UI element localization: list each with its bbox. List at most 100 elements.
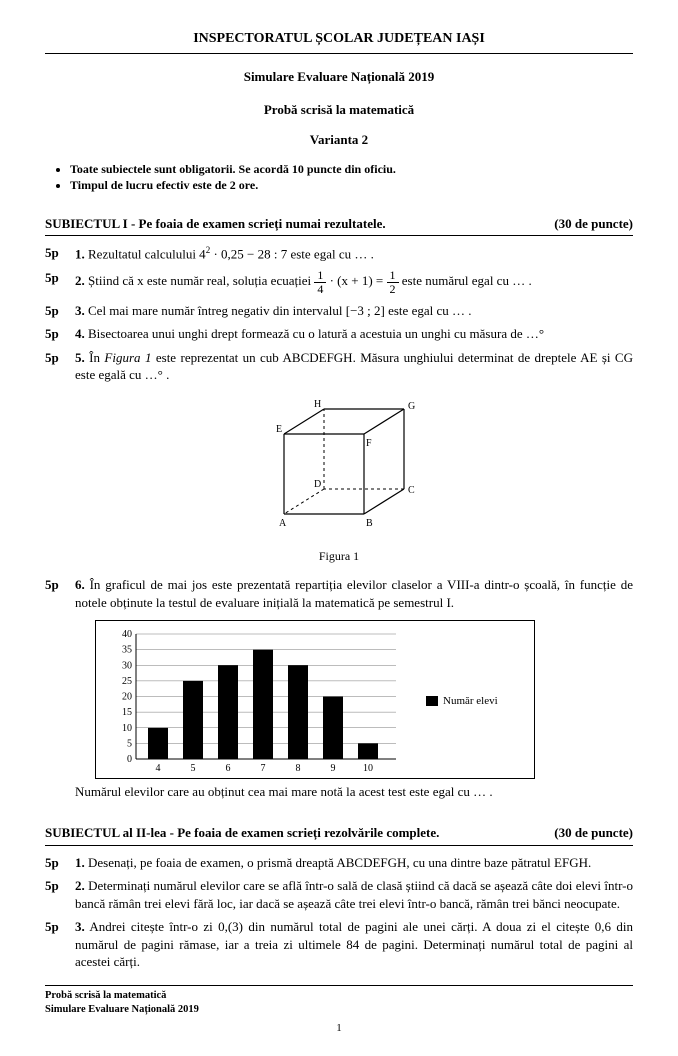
svg-text:10: 10 (363, 763, 373, 774)
question-points: 5p (45, 877, 75, 895)
section-rule (45, 845, 633, 846)
figure-ref: Figura 1 (104, 350, 151, 365)
question-text: este numărul egal cu … . (402, 273, 532, 288)
cube-label-f: F (366, 438, 372, 449)
question-row: 5p 3. Cel mai mare număr întreg negativ … (45, 302, 633, 320)
figure-caption: Figura 1 (45, 548, 633, 564)
exam-name: Simulare Evaluare Națională 2019 (45, 68, 633, 86)
section1-header: SUBIECTUL I - Pe foaia de examen scrieți… (45, 215, 633, 233)
cube-label-a: A (279, 518, 287, 529)
instruction-item: Toate subiectele sunt obligatorii. Se ac… (70, 161, 633, 177)
instructions-list: Toate subiectele sunt obligatorii. Se ac… (55, 161, 633, 193)
question-text: · 0,25 − 28 : 7 este egal cu … . (210, 247, 374, 262)
svg-text:5: 5 (191, 763, 196, 774)
section2-title: SUBIECTUL al II-lea - Pe foaia de examen… (45, 824, 439, 842)
question-points: 5p (45, 244, 75, 262)
svg-text:15: 15 (122, 707, 132, 718)
svg-text:4: 4 (156, 763, 161, 774)
cube-svg: A B C D E F G H (254, 394, 424, 534)
question-row: 5p 2. Determinați numărul elevilor care … (45, 877, 633, 912)
question-text: Rezultatul calculului 4 (88, 247, 206, 262)
svg-text:30: 30 (122, 660, 132, 671)
institution-title: INSPECTORATUL ȘCOLAR JUDEȚEAN IAȘI (45, 30, 633, 49)
question-body: 2. Determinați numărul elevilor care se … (75, 877, 633, 912)
section2-header: SUBIECTUL al II-lea - Pe foaia de examen… (45, 824, 633, 842)
svg-text:7: 7 (261, 763, 266, 774)
question-points: 5p (45, 302, 75, 320)
question-points: 5p (45, 269, 75, 287)
question-row: 5p 3. Andrei citește într-o zi 0,(3) din… (45, 918, 633, 971)
question-number: 3. (75, 303, 85, 318)
instruction-item: Timpul de lucru efectiv este de 2 ore. (70, 177, 633, 193)
cube-label-h: H (314, 399, 321, 410)
question-number: 4. (75, 326, 85, 341)
svg-text:0: 0 (127, 754, 132, 765)
svg-text:6: 6 (226, 763, 231, 774)
cube-label-g: G (408, 401, 415, 412)
question-row: 5p 1. Desenați, pe foaia de examen, o pr… (45, 854, 633, 872)
section2-points: (30 de puncte) (554, 824, 633, 842)
cube-label-b: B (366, 518, 373, 529)
fraction: 14 (314, 269, 326, 295)
question-points: 5p (45, 918, 75, 936)
question-body: 2. Știind că x este număr real, soluția … (75, 269, 633, 295)
footer-line1: Probă scrisă la matematică (45, 989, 633, 1003)
svg-text:10: 10 (122, 722, 132, 733)
question-text: Determinați numărul elevilor care se afl… (75, 878, 633, 911)
question-row: 5p 5. În Figura 1 este reprezentat un cu… (45, 349, 633, 384)
question-row: 5p 6. În graficul de mai jos este prezen… (45, 576, 633, 611)
svg-text:25: 25 (122, 675, 132, 686)
question-body: 4. Bisectoarea unui unghi drept formează… (75, 325, 633, 343)
question-text: Cel mai mare număr întreg negativ din in… (88, 303, 472, 318)
svg-text:8: 8 (296, 763, 301, 774)
legend-swatch (426, 696, 438, 706)
question-number: 2. (75, 273, 85, 288)
section1-title: SUBIECTUL I - Pe foaia de examen scrieți… (45, 215, 386, 233)
numerator: 1 (387, 269, 399, 283)
question-text: Bisectoarea unui unghi drept formează cu… (88, 326, 544, 341)
question-body: 5. În Figura 1 este reprezentat un cub A… (75, 349, 633, 384)
question-points: 5p (45, 854, 75, 872)
question-text: Desenați, pe foaia de examen, o prismă d… (88, 855, 591, 870)
chart-legend: Număr elevi (426, 694, 498, 709)
numerator: 1 (314, 269, 326, 283)
cube-label-c: C (408, 485, 415, 496)
question-body: 1. Desenați, pe foaia de examen, o prism… (75, 854, 633, 872)
bar-chart-svg: 051015202530354045678910 (104, 629, 414, 774)
page-number: 1 (45, 1021, 633, 1036)
question-row: 5p 1. Rezultatul calculului 42 · 0,25 − … (45, 244, 633, 263)
footer-rule (45, 985, 633, 986)
section1-points: (30 de puncte) (554, 215, 633, 233)
section-rule (45, 235, 633, 236)
question-points: 5p (45, 325, 75, 343)
fraction: 12 (387, 269, 399, 295)
denominator: 4 (314, 283, 326, 296)
svg-text:5: 5 (127, 738, 132, 749)
question-number: 3. (75, 919, 85, 934)
question-body: 3. Andrei citește într-o zi 0,(3) din nu… (75, 918, 633, 971)
denominator: 2 (387, 283, 399, 296)
header-rule (45, 53, 633, 54)
question-text: Știind că x este număr real, soluția ecu… (88, 273, 314, 288)
svg-text:35: 35 (122, 644, 132, 655)
question-text-after: Numărul elevilor care au obținut cea mai… (75, 783, 633, 801)
svg-text:9: 9 (331, 763, 336, 774)
question-text: În (89, 350, 104, 365)
cube-label-d: D (314, 479, 321, 490)
cube-label-e: E (276, 424, 282, 435)
question-text: Andrei citește într-o zi 0,(3) din număr… (75, 919, 633, 969)
question-number: 5. (75, 350, 85, 365)
question-row: 5p 4. Bisectoarea unui unghi drept forme… (45, 325, 633, 343)
bar-chart: 051015202530354045678910 Număr elevi (95, 620, 535, 779)
cube-figure: A B C D E F G H (45, 394, 633, 539)
question-body: 1. Rezultatul calculului 42 · 0,25 − 28 … (75, 244, 633, 263)
question-points: 5p (45, 349, 75, 367)
question-row: 5p 2. Știind că x este număr real, soluț… (45, 269, 633, 295)
question-body: 3. Cel mai mare număr întreg negativ din… (75, 302, 633, 320)
question-text: · (x + 1) = (330, 273, 387, 288)
svg-text:40: 40 (122, 629, 132, 640)
legend-label: Număr elevi (443, 694, 498, 709)
question-number: 1. (75, 855, 85, 870)
variant-label: Varianta 2 (45, 131, 633, 149)
svg-text:20: 20 (122, 691, 132, 702)
